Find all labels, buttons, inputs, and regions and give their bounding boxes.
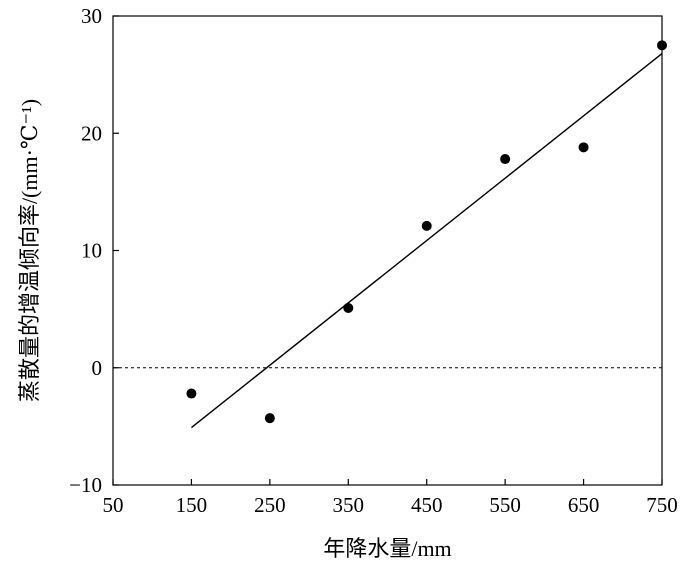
y-tick-label: 30 xyxy=(81,4,102,28)
y-tick-label: 10 xyxy=(81,239,102,263)
x-tick-label: 550 xyxy=(489,493,521,517)
y-axis-ticks: −10 0 10 20 30 xyxy=(69,4,119,497)
x-axis-label: 年降水量/mm xyxy=(323,536,451,561)
y-tick-label: −10 xyxy=(69,473,102,497)
data-point-1 xyxy=(186,388,197,399)
y-tick-label: 20 xyxy=(81,121,102,145)
x-axis-ticks: 50 150 250 350 450 550 650 750 xyxy=(103,479,678,517)
plot-area xyxy=(112,15,667,486)
data-point-6 xyxy=(578,142,589,153)
x-tick-label: 450 xyxy=(411,493,443,517)
x-tick-label: 750 xyxy=(646,493,678,517)
x-tick-label: 250 xyxy=(254,493,286,517)
x-tick-label: 650 xyxy=(568,493,600,517)
y-tick-label: 0 xyxy=(92,356,103,380)
data-point-4 xyxy=(421,220,432,231)
x-tick-label: 150 xyxy=(176,493,208,517)
data-point-2 xyxy=(264,413,275,424)
trend-line xyxy=(190,52,663,429)
y-axis-label: 蒸散量的增温倾向率/(mm·℃⁻¹) xyxy=(17,99,42,402)
data-point-3 xyxy=(343,302,354,313)
x-tick-label: 50 xyxy=(103,493,124,517)
data-points xyxy=(186,40,667,424)
data-point-5 xyxy=(500,154,511,165)
plot-frame xyxy=(112,15,663,486)
data-point-7 xyxy=(657,40,667,51)
x-tick-label: 350 xyxy=(333,493,365,517)
